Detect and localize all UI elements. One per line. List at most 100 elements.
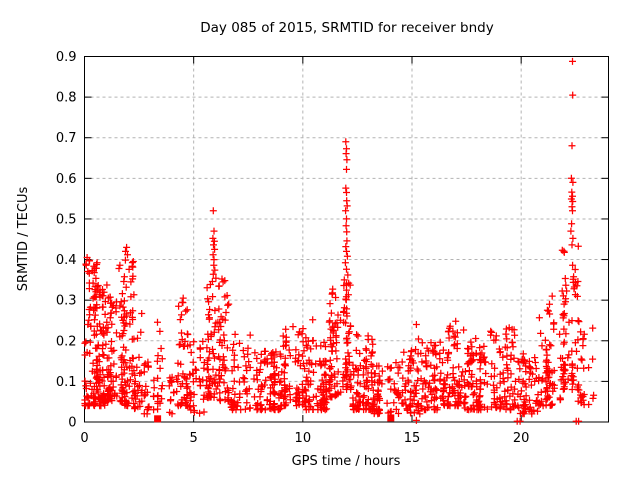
data-point [298,351,307,361]
data-point [541,336,550,345]
data-point [326,356,335,365]
axis-ticks [84,56,609,422]
data-point [499,377,509,386]
data-point [235,377,244,387]
data-point [508,338,517,347]
data-point [342,155,352,164]
data-point [559,339,568,349]
data-point [506,369,516,379]
data-point [150,383,159,392]
data-point [208,250,218,259]
data-point [451,317,460,326]
data-point [256,400,266,409]
data-point [341,137,350,146]
data-point [166,396,175,405]
data-point [475,364,485,374]
data-point [567,219,576,228]
data-point [206,374,215,383]
data-point [343,348,353,358]
data-point [261,405,270,414]
data-point [120,296,129,306]
data-point [545,340,554,349]
data-point [233,363,243,372]
data-point [196,353,205,362]
data-point [183,305,192,314]
data-point [98,350,108,359]
data-point [412,416,421,425]
data-point [288,322,298,331]
data-point [536,329,545,338]
data-point [549,318,558,327]
data-point [128,258,137,267]
data-point [449,363,458,372]
data-point [280,359,290,369]
data-point [230,377,239,386]
data-point [281,325,290,334]
data-point [209,261,218,270]
data-point [199,407,209,417]
data-point [342,214,351,224]
x-tick-label: 0 [80,431,88,446]
data-point [214,304,224,314]
data-point [224,299,233,309]
data-point [269,388,279,398]
data-point [82,261,91,270]
data-point [178,298,187,307]
data-point [205,305,214,314]
data-point [196,344,205,354]
data-point [546,341,556,350]
y-axis-label: SRMTID / TECUs [16,187,31,292]
data-point [302,373,311,382]
y-tick-label: 0.3 [56,294,77,309]
data-point [219,356,229,365]
data-point [107,308,116,318]
data-point [230,330,240,339]
data-point [546,400,556,410]
data-point [214,282,223,291]
data-point [303,342,312,352]
data-point [230,351,239,360]
data-point [588,323,597,333]
x-tick-label: 5 [190,431,198,446]
data-point [210,306,220,315]
data-point [187,348,196,357]
data-point [414,366,423,376]
data-point [341,149,351,158]
data-point [341,183,350,193]
data-point [256,358,265,368]
data-point [399,348,408,357]
data-point [352,346,361,355]
data-point [568,234,578,243]
data-point [508,342,518,351]
data-point [444,349,453,358]
data-point [176,315,185,324]
data-point [342,188,351,197]
data-point [309,368,318,377]
data-point [501,329,511,339]
data-point [219,378,229,387]
data-point [466,337,476,347]
data-point [209,206,218,215]
data-point [137,368,146,377]
data-point [223,301,232,310]
data-point [183,329,192,339]
data-point [229,340,238,349]
data-point [120,272,129,281]
data-point [542,345,551,354]
data-point [137,309,146,318]
data-point [149,392,158,401]
data-point [298,324,308,333]
data-point [414,334,423,344]
data-point [177,328,186,338]
data-point [114,264,124,273]
data-point [155,327,165,336]
data-point [459,325,468,335]
data-point [537,341,547,350]
data-point [100,310,110,319]
data-point [574,242,583,251]
data-point [503,373,513,382]
data-point [355,349,364,358]
data-point [342,227,351,237]
data-point [325,299,335,308]
data-point [479,342,489,351]
